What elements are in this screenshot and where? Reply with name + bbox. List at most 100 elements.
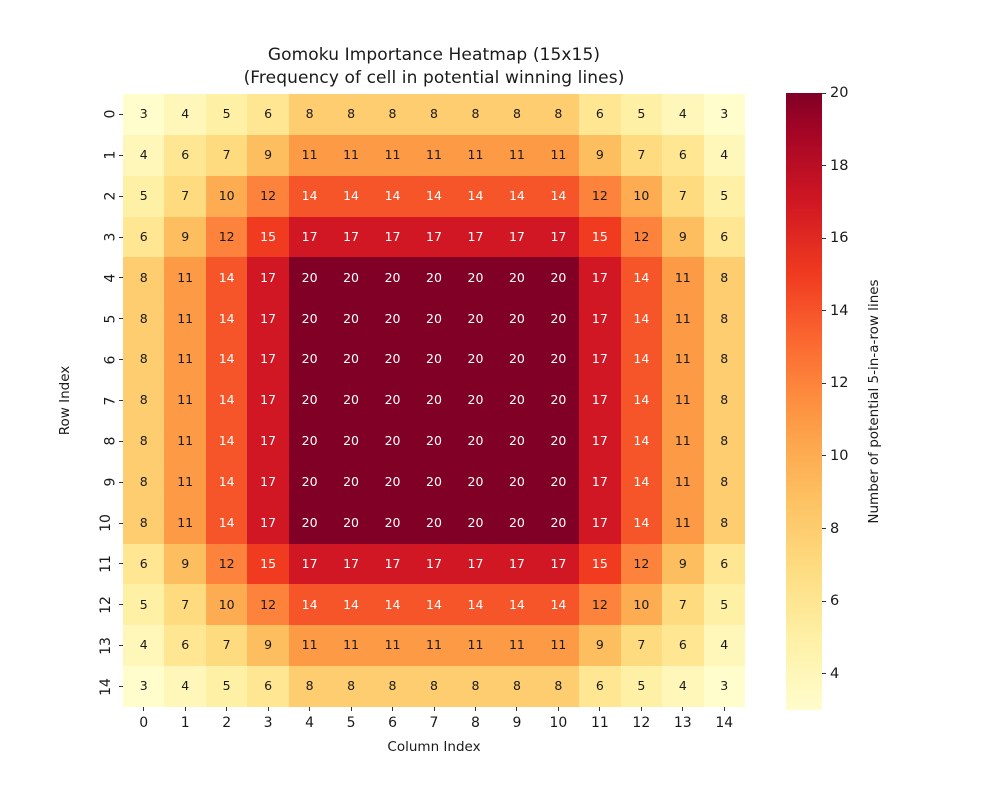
heatmap-cell-value: 8 [347,106,356,122]
heatmap-cell: 11 [454,134,497,176]
heatmap-cell: 11 [164,461,206,503]
heatmap-cell-value: 20 [467,269,484,285]
heatmap-cell-value: 8 [347,678,356,694]
heatmap-cell-value: 8 [720,269,729,285]
heatmap-cell-value: 17 [426,228,442,244]
heatmap-cell-value: 14 [633,433,650,449]
heatmap-cell-value: 15 [260,555,277,571]
heatmap-cell: 15 [247,216,289,258]
heatmap-cell: 5 [620,94,663,135]
heatmap-cell-value: 11 [508,147,525,163]
heatmap-cell-value: 5 [139,187,148,203]
chart-title-line-1: Gomoku Importance Heatmap (15x15) [267,45,601,65]
heatmap-cell: 14 [205,380,248,421]
heatmap-cell-value: 10 [633,187,650,203]
heatmap-cell-value: 12 [260,187,277,203]
x-tick-label: 11 [590,715,609,731]
heatmap-cell: 11 [164,502,206,544]
heatmap-cell: 11 [164,298,206,340]
heatmap-cell-value: 14 [426,596,442,612]
heatmap-cell-value: 17 [591,473,608,489]
heatmap-cell: 10 [205,584,248,626]
heatmap-cell-value: 11 [426,147,442,163]
heatmap-cell: 20 [371,420,414,462]
y-tick-mark [119,604,123,606]
heatmap-cell-value: 8 [139,392,148,408]
heatmap-cell: 8 [330,666,372,707]
y-tick-mark [119,440,123,442]
heatmap-cell-value: 20 [467,392,484,408]
heatmap-cell-value: 4 [678,106,687,122]
x-tick-mark [267,707,269,711]
heatmap-cell-value: 11 [550,637,567,653]
heatmap-cell: 8 [123,461,165,503]
chart-title-line-2: (Frequency of cell in potential winning … [243,68,625,88]
heatmap-cell-value: 8 [720,392,729,408]
heatmap-cell: 5 [703,175,745,217]
heatmap-cell: 17 [579,298,621,340]
heatmap-cell: 7 [164,175,206,217]
colorbar-tick-label: 6 [830,593,840,610]
heatmap-cell-value: 8 [512,678,521,694]
heatmap-cell-value: 20 [301,473,318,489]
heatmap-cell-value: 20 [550,351,567,367]
heatmap-cell: 7 [205,134,248,176]
colorbar-tick-mark [822,455,826,457]
heatmap-cell: 20 [537,461,580,503]
heatmap-cell: 8 [703,380,745,421]
heatmap-cell-value: 17 [591,310,608,326]
heatmap-cell-value: 6 [181,637,190,653]
x-tick-label: 4 [305,715,315,731]
heatmap-cell: 5 [703,584,745,626]
heatmap-cell-value: 14 [467,187,484,203]
heatmap-cell-value: 8 [139,514,148,530]
heatmap-cell: 7 [164,584,206,626]
heatmap-cell-value: 11 [301,147,318,163]
heatmap-cell: 12 [620,216,663,258]
heatmap-cell-value: 14 [343,596,360,612]
heatmap-cell: 3 [703,94,745,135]
heatmap-cell-value: 4 [720,147,729,163]
heatmap-cell: 14 [620,420,663,462]
colorbar-tick-mark [822,673,826,675]
y-tick-label: 13 [98,636,115,655]
heatmap-cell: 11 [662,502,704,544]
heatmap-cell-value: 14 [508,596,525,612]
heatmap-cell: 17 [247,420,289,462]
heatmap-cell: 5 [123,584,165,626]
heatmap-cell: 8 [496,666,538,707]
colorbar-tick-label: 12 [830,375,849,392]
heatmap-cell-value: 15 [591,228,608,244]
heatmap-cell: 17 [413,216,455,258]
heatmap-cell-value: 8 [139,473,148,489]
heatmap-cell: 20 [288,502,331,544]
heatmap-cell: 14 [288,584,331,626]
heatmap-cell-value: 17 [301,228,318,244]
heatmap-cell: 8 [496,94,538,135]
heatmap-cell-value: 7 [181,596,190,612]
heatmap-cell: 9 [579,134,621,176]
heatmap-cell: 11 [413,625,455,667]
heatmap-cell: 8 [288,94,331,135]
heatmap-cell: 8 [703,502,745,544]
heatmap-cell: 6 [164,134,206,176]
heatmap-cell: 7 [662,175,704,217]
heatmap-cell: 9 [662,216,704,258]
heatmap-cell-value: 10 [218,187,235,203]
heatmap-cell-value: 10 [633,596,650,612]
heatmap-cell-value: 14 [633,310,650,326]
heatmap-cell: 14 [205,339,248,381]
heatmap-cell: 9 [247,134,289,176]
heatmap-cell-value: 14 [426,187,442,203]
heatmap-cell: 17 [579,420,621,462]
heatmap-cell: 17 [247,339,289,381]
heatmap-cell-value: 8 [305,678,314,694]
heatmap-cell: 20 [413,339,455,381]
x-tick-mark [599,707,601,711]
heatmap-cell: 20 [371,339,414,381]
heatmap-cell: 5 [620,666,663,707]
heatmap-cell: 8 [537,94,580,135]
y-tick-mark [119,359,123,361]
heatmap-cell: 15 [579,543,621,585]
heatmap-cell-value: 20 [343,269,360,285]
